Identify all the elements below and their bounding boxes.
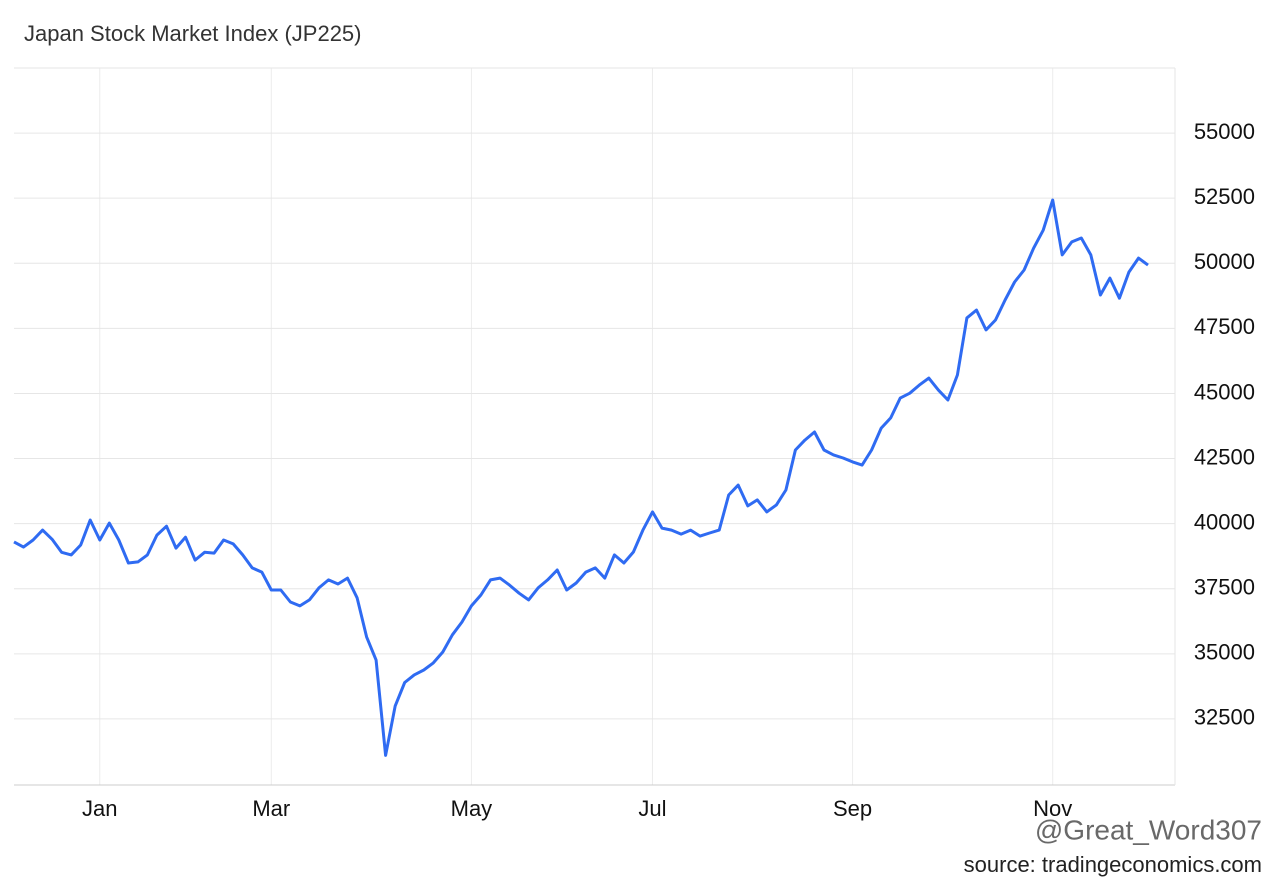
y-tick-label: 37500 — [1194, 575, 1255, 600]
chart-title: Japan Stock Market Index (JP225) — [24, 21, 362, 46]
y-tick-label: 50000 — [1194, 249, 1255, 274]
price-line — [13, 198, 1149, 757]
x-tick-label: Nov — [1033, 796, 1072, 821]
y-tick-label: 42500 — [1194, 444, 1255, 469]
y-tick-label: 35000 — [1194, 640, 1255, 665]
x-tick-label: May — [451, 796, 493, 821]
y-tick-label: 52500 — [1194, 184, 1255, 209]
y-tick-label: 32500 — [1194, 705, 1255, 730]
source-note: source: tradingeconomics.com — [964, 852, 1262, 877]
y-tick-label: 47500 — [1194, 314, 1255, 339]
x-tick-label: Sep — [833, 796, 872, 821]
y-tick-label: 40000 — [1194, 509, 1255, 534]
y-tick-label: 45000 — [1194, 379, 1255, 404]
x-tick-label: Jan — [82, 796, 117, 821]
x-tick-label: Jul — [638, 796, 666, 821]
y-tick-label: 55000 — [1194, 119, 1255, 144]
x-tick-label: Mar — [252, 796, 290, 821]
watermark: @Great_Word307 — [1035, 814, 1262, 845]
